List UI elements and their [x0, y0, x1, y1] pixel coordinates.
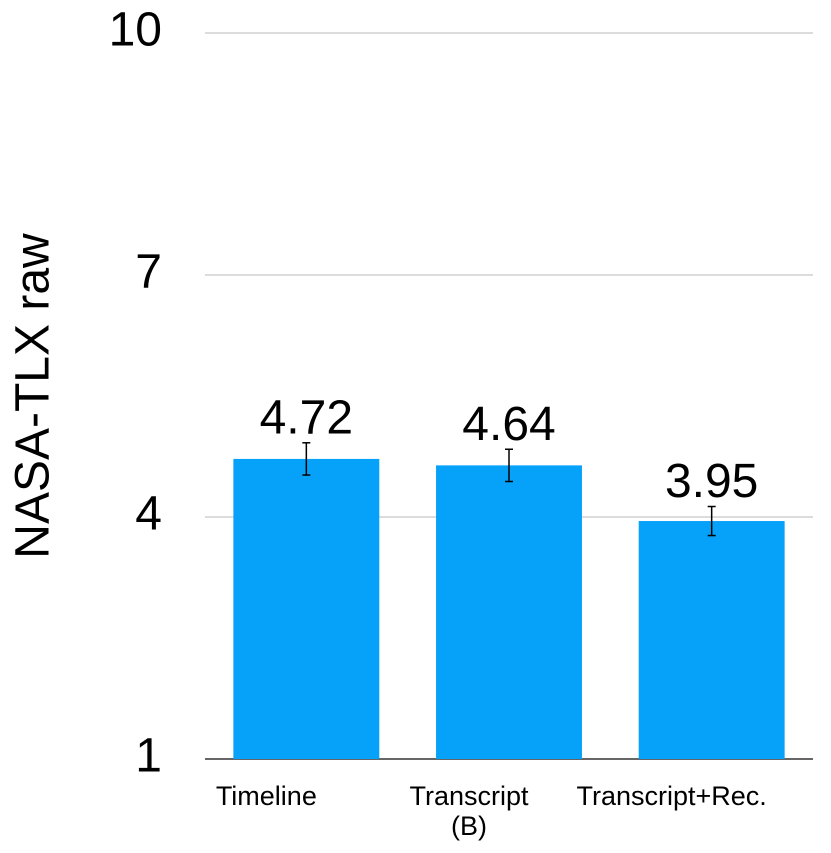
y-axis-label: NASA-TLX raw	[7, 233, 60, 559]
y-tick-label: 4	[135, 488, 162, 541]
error-bar	[302, 442, 311, 476]
bar	[638, 521, 785, 759]
x-tick-label: Transcript+Rec.	[576, 781, 767, 811]
bar	[233, 458, 380, 759]
error-bar	[505, 448, 513, 483]
y-tick-label: 10	[109, 4, 162, 57]
x-tick-label: Transcript (B)	[409, 781, 529, 841]
error-bar	[707, 505, 716, 537]
bar	[436, 465, 582, 759]
value-label: 4.64	[462, 398, 555, 451]
y-tick-label: 1	[135, 730, 162, 783]
value-label: 3.95	[665, 455, 758, 508]
value-label: 4.72	[260, 391, 353, 444]
y-tick-label: 7	[135, 246, 162, 299]
x-tick-label: Timeline	[215, 781, 317, 811]
